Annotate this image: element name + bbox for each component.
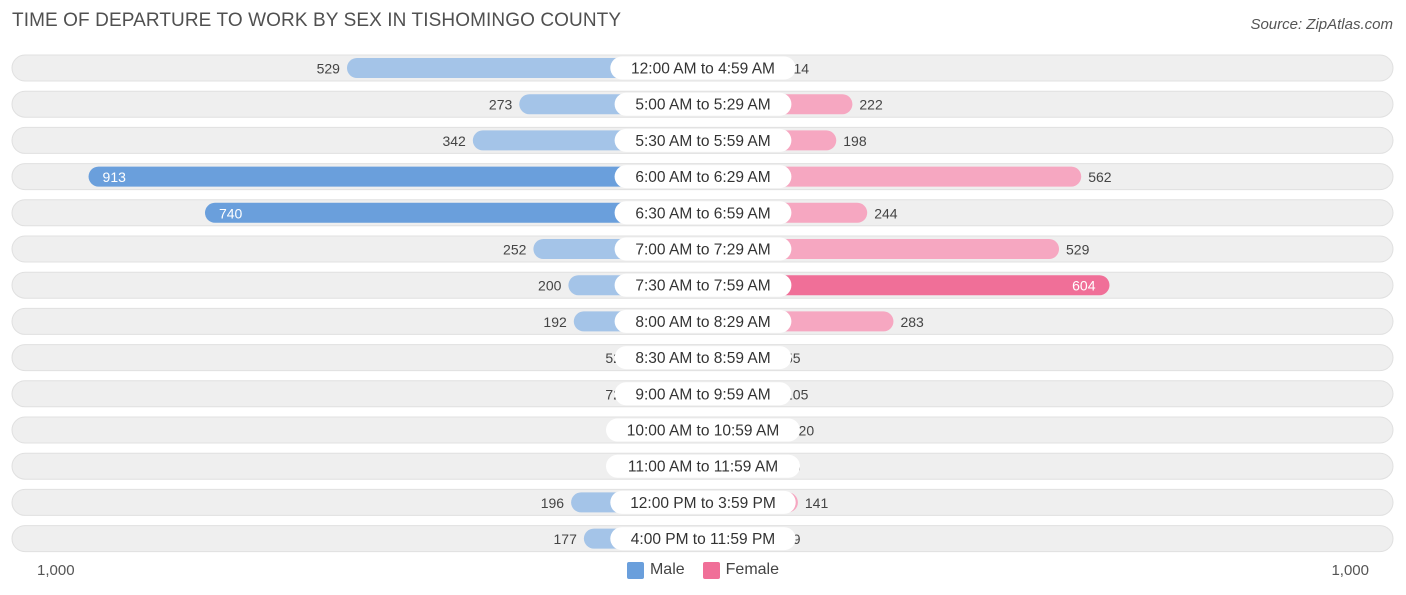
chart-row: 196 141 12:00 PM to 3:59 PM	[11, 488, 1394, 516]
category-label: 8:00 AM to 8:29 AM	[635, 314, 770, 331]
male-value-label: 177	[554, 531, 578, 547]
female-value-label: 562	[1088, 169, 1112, 185]
category-label-pill	[610, 527, 796, 551]
category-label-pill	[614, 237, 792, 261]
category-label: 11:00 AM to 11:59 AM	[628, 459, 778, 476]
category-label: 10:00 AM to 10:59 AM	[627, 423, 780, 440]
category-label: 9:00 AM to 9:59 AM	[635, 386, 770, 403]
legend: Male Female	[0, 561, 1406, 579]
male-bar	[204, 202, 704, 223]
male-value-label: 529	[317, 61, 341, 77]
category-label: 7:30 AM to 7:59 AM	[635, 278, 770, 295]
category-label: 12:00 PM to 3:59 PM	[630, 495, 776, 512]
category-label-pill	[614, 92, 792, 116]
category-label-pill	[614, 309, 792, 333]
female-bar	[703, 166, 1082, 187]
female-bar	[703, 275, 1110, 296]
category-label-pill	[614, 382, 792, 406]
chart-row: 273 222 5:00 AM to 5:29 AM	[11, 90, 1394, 118]
female-value-label: 604	[1072, 278, 1096, 294]
category-label-pill	[614, 273, 792, 297]
category-label: 8:30 AM to 8:59 AM	[635, 350, 770, 367]
female-value-label: 141	[805, 495, 829, 511]
category-label-pill	[606, 454, 800, 478]
chart-title: TIME OF DEPARTURE TO WORK BY SEX IN TISH…	[12, 10, 622, 31]
chart-row: 52 558:30 AM to 8:59 AM	[11, 344, 1394, 372]
chart-row: 192 283 8:00 AM to 8:29 AM	[11, 307, 1394, 335]
category-label: 5:30 AM to 5:59 AM	[635, 133, 770, 150]
male-value-label: 196	[541, 495, 565, 511]
category-label-pill	[614, 165, 792, 189]
category-label-pill	[614, 346, 792, 370]
female-value-label: 244	[874, 205, 898, 221]
chart-row: 342 198 5:30 AM to 5:59 AM	[11, 126, 1394, 154]
category-label: 4:00 PM to 11:59 PM	[631, 531, 775, 548]
female-value-label: 105	[785, 386, 809, 402]
axis-label-left: 1,000	[37, 562, 75, 579]
female-value-label: 222	[859, 97, 883, 113]
female-swatch-icon	[702, 561, 720, 579]
female-value-label: 198	[843, 133, 867, 149]
chart-row: 740 244 6:30 AM to 6:59 AM	[11, 199, 1394, 227]
category-label-pill	[614, 201, 792, 225]
category-label-pill	[614, 128, 792, 152]
axis-label-right: 1,000	[1331, 562, 1369, 579]
male-value-label: 913	[103, 169, 127, 185]
male-value-label: 740	[219, 205, 243, 221]
chart-row: 177594:00 PM to 11:59 PM	[11, 525, 1394, 553]
category-label-pill	[606, 418, 800, 442]
male-value-label: 200	[538, 278, 562, 294]
chart-row: 913 562 6:00 AM to 6:29 AM	[11, 163, 1394, 191]
male-swatch-icon	[626, 561, 644, 579]
legend-label-male: Male	[649, 561, 685, 578]
category-label: 12:00 AM to 4:59 AM	[631, 61, 775, 78]
category-label: 6:30 AM to 6:59 AM	[635, 205, 770, 222]
legend-item-female: Female	[702, 561, 780, 579]
category-label-pill	[610, 56, 796, 80]
category-label-pill	[610, 490, 796, 514]
male-bar	[88, 166, 703, 187]
female-value-label: 529	[1066, 242, 1090, 258]
legend-label-female: Female	[725, 561, 780, 578]
category-label: 6:00 AM to 6:29 AM	[635, 169, 770, 186]
chart-row: 06611:00 AM to 11:59 AM	[11, 452, 1394, 480]
source-label: Source: ZipAtlas.com	[1250, 16, 1393, 33]
female-bar	[703, 239, 1060, 259]
male-value-label: 273	[489, 97, 513, 113]
chart-row: 252 529 7:00 AM to 7:29 AM	[11, 235, 1394, 263]
legend-item-male: Male	[626, 561, 685, 579]
female-value-label: 283	[900, 314, 924, 330]
male-value-label: 192	[543, 314, 567, 330]
chart-row: 200 604 7:30 AM to 7:59 AM	[11, 271, 1394, 299]
chart-row: 012010:00 AM to 10:59 AM	[11, 416, 1394, 444]
male-value-label: 342	[442, 133, 466, 149]
category-label: 7:00 AM to 7:29 AM	[635, 242, 770, 259]
male-value-label: 252	[503, 242, 527, 258]
category-label: 5:00 AM to 5:29 AM	[635, 97, 770, 114]
